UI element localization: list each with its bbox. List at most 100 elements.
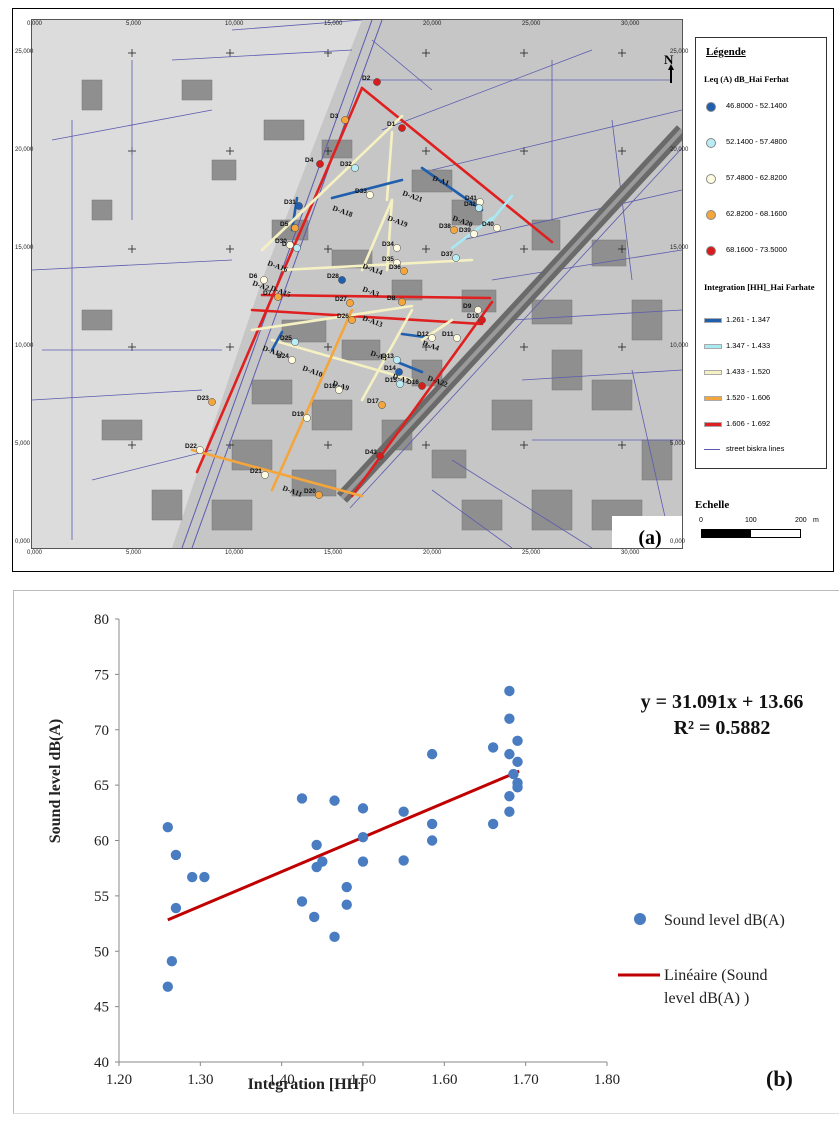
point-label: D28 — [327, 273, 339, 280]
point-label: D31 — [284, 199, 296, 206]
point-label: D4 — [305, 157, 314, 164]
main-road — [191, 20, 383, 548]
measurement-point — [393, 259, 401, 267]
point-label: D24 — [277, 353, 289, 360]
y-tick-label: 65 — [94, 778, 109, 794]
street-network — [32, 20, 682, 548]
x-coordinate-label: 20,000 — [423, 550, 442, 556]
r-squared: R² = 0.5882 — [674, 717, 771, 739]
point-label: D37 — [441, 251, 453, 258]
scale-label-0: 0 — [699, 517, 703, 524]
legend-point-label: 52.1400 - 57.4800 — [726, 137, 787, 146]
chart-panel: 40 45 50 55 60 65 70 75 80 1.20 1.30 1.40 1.50 1.60 1… — [13, 590, 839, 1114]
x-coordinate-label: 15,000 — [324, 550, 343, 556]
measurement-point — [452, 254, 460, 262]
trendline — [167, 769, 520, 922]
x-tick-label: 1.80 — [594, 1072, 620, 1088]
point-label: D30 — [275, 238, 287, 245]
point-label: D23 — [197, 395, 209, 402]
measurement-point — [475, 204, 483, 212]
data-point — [504, 685, 515, 697]
measurement-point — [474, 306, 482, 314]
x-coordinate-label: 0,000 — [27, 21, 43, 27]
measurement-point — [348, 316, 356, 324]
scale-bar — [701, 529, 801, 538]
point-label: D40 — [482, 221, 494, 228]
point-label: D19 — [292, 411, 304, 418]
legend-point-marker — [634, 913, 646, 925]
measurement-point — [316, 160, 324, 168]
point-label: D33 — [355, 188, 367, 195]
data-point — [170, 902, 182, 914]
x-coordinate-label: 25,000 — [522, 550, 541, 556]
y-coordinate-label: 0,000 — [15, 539, 31, 545]
measurement-point — [351, 164, 359, 172]
x-tick-label: 1.50 — [350, 1072, 376, 1088]
y-tick-label: 40 — [94, 1055, 109, 1071]
scale-label-100: 100 — [745, 517, 757, 524]
measurement-point — [295, 202, 303, 210]
data-point — [166, 956, 178, 967]
measurement-point — [378, 401, 386, 409]
data-point — [508, 768, 519, 780]
data-point — [296, 793, 308, 804]
y-coordinate-label: 10,000 — [15, 343, 34, 349]
x-coordinate-label: 20,000 — [423, 21, 442, 27]
data-point — [398, 855, 409, 866]
y-coordinate-label: 15,000 — [670, 245, 689, 251]
point-label: D15 — [385, 377, 397, 384]
point-label: D7 — [263, 290, 272, 297]
point-label: D11 — [442, 331, 454, 338]
point-label: D16 — [407, 379, 419, 386]
data-point — [187, 871, 198, 883]
point-label: D34 — [382, 241, 394, 248]
trend-equation: y = 31.091x + 13.66 — [641, 691, 804, 713]
legend-point-swatch — [706, 174, 716, 184]
trendline-line — [167, 769, 520, 922]
x-coordinate-label: 10,000 — [225, 21, 244, 27]
map-panel: D-A1 D-A21 D-A18 D-A19 D-A20 D-A16 D-A2 D-A15 D-… — [12, 8, 834, 572]
measurement-point — [274, 293, 282, 301]
data-point — [512, 782, 523, 793]
street-legend-label: street biskra lines — [726, 444, 785, 453]
point-label: D38 — [439, 223, 451, 230]
y-tick-label: 55 — [94, 889, 109, 905]
legend-title: Légende — [706, 46, 746, 58]
north-arrow-icon: N — [660, 52, 682, 96]
data-point — [341, 881, 352, 893]
legend-point-label: Sound level dB(A) — [664, 912, 785, 929]
legend-line-label-2: level dB(A) ) — [664, 990, 749, 1007]
data-point — [162, 822, 173, 833]
scale-unit: m — [813, 517, 819, 524]
measurement-point — [398, 298, 406, 306]
point-label: D10 — [467, 313, 479, 320]
point-label: D21 — [250, 468, 262, 475]
panel-a-label: (a) — [612, 516, 682, 548]
measurement-point — [288, 356, 296, 364]
measurement-point — [398, 124, 406, 132]
x-tick-label: 1.20 — [106, 1072, 132, 1088]
measurement-point — [335, 386, 343, 394]
data-point — [329, 931, 340, 943]
data-point — [341, 899, 352, 910]
legend-point-label: 62.8200 - 68.1600 — [726, 209, 787, 218]
measurement-point — [418, 382, 426, 390]
scale-label-200: 200 — [795, 517, 807, 524]
legend-point-swatch — [706, 210, 716, 220]
measurement-point — [303, 414, 311, 422]
legend-line-label: 1.606 - 1.692 — [726, 419, 771, 428]
point-label: D14 — [384, 365, 396, 372]
y-tick-label: 70 — [94, 723, 109, 739]
y-axis-title: Sound level dB(A) — [47, 719, 64, 843]
measurement-point — [293, 244, 301, 252]
y-coordinate-label: 10,000 — [670, 343, 689, 349]
x-axis-title: Integration [HH] — [248, 1076, 365, 1093]
point-label: D17 — [367, 398, 379, 405]
measurement-point — [400, 267, 408, 275]
point-label: D13 — [382, 353, 394, 360]
measurement-point — [396, 380, 404, 388]
open-area — [32, 20, 362, 548]
point-label: D39 — [459, 227, 471, 234]
